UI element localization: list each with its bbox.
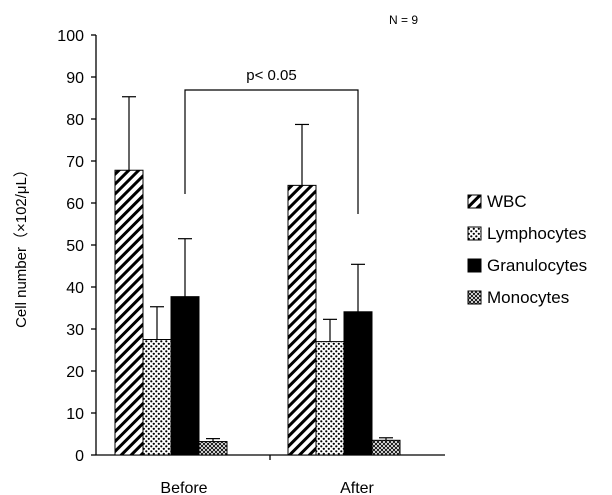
sample-size-note: N = 9 <box>389 13 418 27</box>
legend-label-granulocytes: Granulocytes <box>487 256 587 275</box>
legend-label-lymphocytes: Lymphocytes <box>487 224 587 243</box>
significance-bracket: p< 0.05 <box>184 67 359 214</box>
y-tick-label: 50 <box>66 238 84 255</box>
x-axis-categories: Before After <box>160 480 374 495</box>
y-tick-label: 70 <box>66 154 84 171</box>
y-tick-label: 20 <box>66 364 84 381</box>
y-tick-label: 60 <box>66 196 84 213</box>
legend-label-wbc: WBC <box>487 192 527 211</box>
bar-monocytes-before <box>198 441 228 456</box>
significance-label: p< 0.05 <box>246 67 296 84</box>
y-tick-label: 90 <box>66 70 84 87</box>
bar-monocytes-after <box>371 439 401 456</box>
legend-swatch-monocytes <box>467 290 482 305</box>
legend-swatch-lymphocytes <box>467 226 482 241</box>
bar-lymphocytes-after <box>315 341 345 456</box>
y-tick-label: 40 <box>66 280 84 297</box>
y-tick-label: 0 <box>75 448 84 465</box>
y-axis-ticks: 0 10 20 30 40 50 60 70 80 90 100 <box>57 28 96 465</box>
legend-swatch-granulocytes <box>467 258 482 273</box>
bar-wbc-after <box>287 184 317 456</box>
bar-lymphocytes-before <box>142 339 172 456</box>
y-tick-label: 80 <box>66 112 84 129</box>
bars <box>114 169 401 456</box>
legend-swatch-wbc <box>467 194 482 209</box>
y-tick-label: 100 <box>57 28 84 45</box>
y-tick-label: 30 <box>66 322 84 339</box>
category-label-after: After <box>340 480 374 495</box>
legend: WBC Lymphocytes Granulocytes Monocytes <box>467 192 587 307</box>
legend-label-monocytes: Monocytes <box>487 288 569 307</box>
bar-wbc-before <box>114 169 144 456</box>
category-label-before: Before <box>160 480 207 495</box>
y-tick-label: 10 <box>66 406 84 423</box>
bar-granulocytes-after <box>343 311 373 456</box>
y-axis-label: Cell number（×102/μL） <box>13 162 30 328</box>
bracket-line <box>184 89 359 214</box>
error-bars <box>122 96 393 442</box>
bar-granulocytes-before <box>170 296 200 456</box>
